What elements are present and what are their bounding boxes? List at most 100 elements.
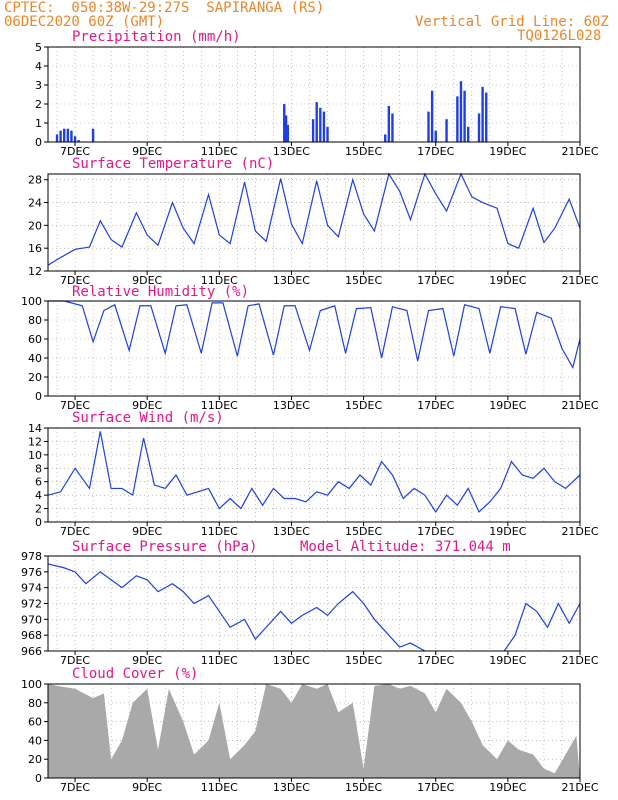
panel-title: Precipitation (mm/h) bbox=[72, 29, 241, 45]
precip-bar bbox=[319, 107, 322, 142]
precip-bar bbox=[91, 128, 95, 142]
panel-4: 966 968 970 972 974 976 978 7DEC 9DEC 11DEC 13DEC 1… bbox=[21, 539, 599, 667]
y-tick-label: 0 bbox=[35, 390, 42, 403]
y-tick-label: 6 bbox=[35, 476, 42, 489]
x-tick-label: 7DEC bbox=[60, 654, 90, 667]
precip-bar bbox=[66, 128, 70, 142]
x-tick-label: 19DEC bbox=[489, 399, 526, 412]
x-tick-label: 15DEC bbox=[345, 399, 382, 412]
series-line-2 bbox=[48, 300, 581, 370]
y-tick-label: 0 bbox=[35, 136, 42, 149]
y-tick-label: 40 bbox=[28, 352, 42, 365]
precip-bar bbox=[73, 136, 77, 142]
x-tick-label: 21DEC bbox=[561, 145, 598, 158]
panel-5: 0 20 40 60 80 100 7DEC 9DEC 11DEC 13DEC 15DEC 17DEC… bbox=[21, 666, 599, 794]
x-tick-label: 13DEC bbox=[273, 399, 310, 412]
header-grid-line: Vertical Grid Line: 60Z bbox=[415, 14, 609, 30]
y-tick-label: 20 bbox=[28, 753, 42, 766]
panel-frame bbox=[47, 173, 581, 272]
x-tick-label: 11DEC bbox=[201, 654, 238, 667]
y-tick-label: 28 bbox=[28, 174, 42, 187]
panel-0: 0 1 2 3 4 5 7DEC 9DEC 11DEC 13DEC 15DEC 17DEC 19DEC 2… bbox=[35, 29, 599, 158]
precip-bar bbox=[286, 124, 290, 142]
x-tick-label: 9DEC bbox=[132, 399, 162, 412]
x-tick-label: 17DEC bbox=[417, 781, 454, 794]
y-tick-label: 24 bbox=[28, 197, 42, 210]
precip-bar bbox=[77, 140, 80, 142]
x-tick-label: 17DEC bbox=[417, 654, 454, 667]
x-tick-label: 7DEC bbox=[60, 399, 90, 412]
precip-bar bbox=[463, 90, 466, 142]
panel-title: Relative Humidity (%) bbox=[72, 284, 249, 300]
x-tick-label: 9DEC bbox=[132, 654, 162, 667]
y-tick-label: 2 bbox=[35, 98, 42, 111]
header-date-line: 06DEC2020 60Z (GMT) bbox=[4, 14, 165, 30]
y-tick-label: 978 bbox=[21, 550, 42, 563]
series-line-3 bbox=[47, 431, 581, 514]
x-tick-label: 19DEC bbox=[489, 781, 526, 794]
y-tick-label: 970 bbox=[21, 613, 42, 626]
panel-title: Surface Wind (m/s) bbox=[72, 410, 224, 426]
precip-bar bbox=[445, 119, 448, 142]
x-tick-label: 9DEC bbox=[132, 145, 162, 158]
precip-bar bbox=[384, 134, 387, 142]
precip-bar bbox=[391, 113, 394, 142]
precip-bar bbox=[311, 119, 315, 142]
y-tick-label: 12 bbox=[28, 435, 42, 448]
precip-bar bbox=[283, 104, 286, 142]
precip-bar bbox=[427, 111, 430, 142]
precip-bar bbox=[63, 128, 66, 142]
precip-bar bbox=[485, 92, 488, 142]
precip-bar bbox=[59, 130, 62, 142]
series-line-4 bbox=[47, 563, 426, 652]
y-tick-label: 966 bbox=[21, 645, 42, 658]
x-tick-label: 9DEC bbox=[132, 274, 162, 287]
y-tick-label: 4 bbox=[35, 489, 42, 502]
precip-bar bbox=[55, 134, 59, 142]
precip-bar bbox=[477, 113, 481, 142]
y-tick-label: 10 bbox=[28, 449, 42, 462]
series-line-1 bbox=[47, 172, 581, 266]
x-tick-label: 15DEC bbox=[345, 781, 382, 794]
x-tick-label: 11DEC bbox=[201, 145, 238, 158]
x-tick-label: 21DEC bbox=[561, 781, 598, 794]
panel-frame bbox=[47, 555, 581, 652]
panel-frame bbox=[47, 427, 581, 523]
y-tick-label: 100 bbox=[21, 295, 42, 308]
x-tick-label: 15DEC bbox=[345, 525, 382, 538]
x-tick-label: 13DEC bbox=[273, 274, 310, 287]
precip-bar bbox=[430, 90, 434, 142]
precip-bar bbox=[481, 86, 484, 142]
y-tick-label: 12 bbox=[28, 265, 42, 278]
panel-frame bbox=[47, 46, 581, 143]
x-tick-label: 7DEC bbox=[60, 525, 90, 538]
panel-2: 0 20 40 60 80 100 7DEC 9DEC 11DEC 13DEC 15DEC 17DEC… bbox=[21, 284, 599, 412]
precip-bar bbox=[322, 111, 326, 142]
x-tick-label: 11DEC bbox=[201, 781, 238, 794]
precip-bar bbox=[466, 126, 470, 142]
precip-bar bbox=[459, 81, 463, 142]
y-tick-label: 976 bbox=[21, 566, 42, 579]
y-tick-label: 3 bbox=[35, 79, 42, 92]
y-tick-label: 0 bbox=[35, 772, 42, 785]
x-tick-label: 7DEC bbox=[60, 145, 90, 158]
precip-bar bbox=[315, 102, 318, 142]
x-tick-label: 13DEC bbox=[273, 781, 310, 794]
y-tick-label: 60 bbox=[28, 716, 42, 729]
x-tick-label: 21DEC bbox=[561, 654, 598, 667]
y-tick-label: 14 bbox=[28, 422, 42, 435]
x-tick-label: 15DEC bbox=[345, 274, 382, 287]
header-model-code: TQ0126L028 bbox=[517, 28, 602, 44]
y-tick-label: 968 bbox=[21, 629, 42, 642]
x-tick-label: 21DEC bbox=[561, 274, 598, 287]
precip-bar bbox=[284, 115, 288, 142]
y-tick-label: 80 bbox=[28, 314, 42, 327]
x-tick-label: 19DEC bbox=[489, 274, 526, 287]
precip-bar bbox=[326, 126, 329, 142]
x-tick-label: 7DEC bbox=[60, 274, 90, 287]
y-tick-label: 1 bbox=[35, 117, 42, 130]
y-tick-label: 972 bbox=[21, 598, 42, 611]
y-tick-label: 0 bbox=[35, 516, 42, 529]
